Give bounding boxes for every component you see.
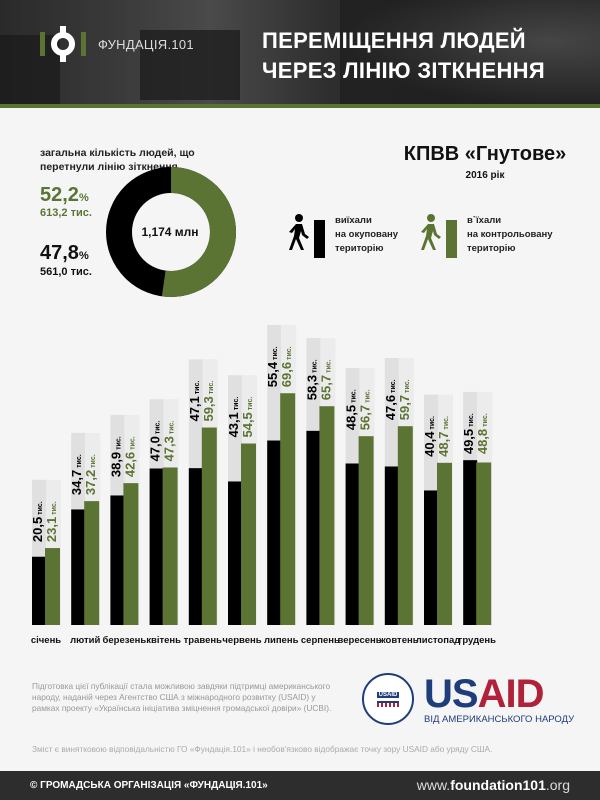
bar-green-4 (201, 427, 217, 625)
support-note: Підготовка цієї публікації стала можливо… (32, 681, 332, 713)
usaid-logo: USAID USAID ВІД АМЕРИКАНСЬКОГО НАРОДУ (362, 673, 574, 725)
bar-value-label: 69,6 тис. (279, 346, 294, 387)
monthly-bar-chart: 20,5 тис.23,1 тис. 34,7 тис.37,2 тис. 38,9… (30, 324, 493, 625)
donut-total: 1,174 млн (141, 225, 199, 239)
header-photo (0, 0, 600, 104)
checkpoint-year: 2016 рік (465, 170, 505, 181)
footer-bar: © ГРОМАДСЬКА ОРГАНІЗАЦІЯ «ФУНДАЦІЯ.101» … (0, 771, 600, 800)
bar-green-10 (437, 462, 452, 625)
bar-value-label: 65,7 тис. (318, 359, 333, 400)
bar-value-label: 48,8 тис. (475, 413, 490, 454)
bar-value-label: 43,1 тис. (226, 397, 241, 438)
bar-value-label: 59,3 тис. (201, 381, 216, 422)
bar-value-label: 23,1 тис. (44, 501, 59, 542)
month-label: вересень (337, 635, 382, 646)
bar-green-11 (476, 462, 492, 625)
month-labels: січень лютий березень квітень травень червень… (0, 635, 600, 649)
bar-black-2 (110, 495, 125, 625)
bar-black-1 (71, 509, 86, 625)
bar-value-label: 47,6 тис. (383, 379, 398, 420)
bar-green-9 (397, 426, 413, 625)
checkpoint-name: КПВВ «Гнутове» (403, 143, 567, 165)
bar-green-5 (241, 443, 256, 625)
month-label: травень (183, 635, 222, 646)
bar-value-label: 48,7 тис. (436, 416, 451, 457)
bar-value-label: 47,0 тис. (148, 421, 163, 462)
walking-person-icon (289, 214, 309, 250)
black-absolute: 561,0 тис. (40, 266, 92, 278)
month-label: березень (102, 635, 147, 646)
logo-icon (51, 26, 75, 62)
legend-black-swatch (314, 220, 325, 258)
bar-value-label: 47,1 тис. (187, 381, 202, 422)
bar-green-6 (280, 393, 296, 625)
bar-value-label: 48,5 тис. (344, 389, 359, 430)
bar-green-1 (84, 501, 100, 625)
bar-green-2 (123, 483, 139, 625)
bar-value-label: 40,4 тис. (422, 416, 437, 457)
month-label: квітень (146, 635, 181, 646)
bar-value-label: 59,7 тис. (397, 379, 412, 420)
copyright: © ГРОМАДСЬКА ОРГАНІЗАЦІЯ «ФУНДАЦІЯ.101» (30, 780, 268, 791)
donut-chart (106, 167, 236, 297)
legend-right: в`їхали на контрольовану територію (420, 214, 553, 258)
bar-value-label: 49,5 тис. (461, 413, 476, 454)
green-percent: 52,2% (40, 184, 89, 206)
website-link[interactable]: www.foundation101.org (416, 777, 570, 793)
bar-value-label: 58,3 тис. (304, 359, 319, 400)
foundation-logo: ФУНДАЦІЯ.101 (40, 26, 194, 62)
bar-value-label: 34,7 тис. (69, 454, 84, 495)
walking-person-icon (421, 214, 441, 250)
disclaimer: Зміст є винятковою відповідальністю ГО «… (32, 744, 493, 754)
month-label: липень (263, 635, 299, 646)
bar-value-label: 37,2 тис. (83, 454, 98, 495)
bar-green-7 (319, 406, 335, 625)
month-label: листопад (415, 635, 461, 646)
green-absolute: 613,2 тис. (40, 207, 92, 219)
month-label: жовтень (379, 635, 419, 646)
month-label: грудень (458, 635, 496, 646)
legend-green-swatch (446, 220, 457, 258)
bar-black-10 (424, 490, 438, 625)
bar-black-7 (306, 430, 321, 625)
header-divider (0, 104, 600, 108)
bar-green-0 (45, 548, 60, 625)
bar-black-0 (32, 556, 46, 625)
bar-black-3 (149, 468, 164, 625)
bar-black-5 (228, 481, 242, 625)
donut-green-segment (106, 167, 236, 297)
bar-green-8 (358, 436, 374, 625)
bar-green-3 (162, 467, 178, 625)
bar-value-label: 54,5 тис. (240, 397, 255, 438)
usaid-seal-icon: USAID (362, 673, 414, 725)
month-label: січень (30, 635, 62, 646)
page-title: Переміщення людей через лінію зіткнення (262, 28, 545, 83)
month-label: лютий (70, 635, 101, 646)
bar-black-6 (267, 440, 282, 625)
month-label: червень (222, 635, 262, 646)
bar-black-11 (463, 460, 478, 625)
bar-black-4 (188, 468, 203, 625)
bar-value-label: 38,9 тис. (108, 436, 123, 477)
summary-label: загальна кількість людей, що перетнули л… (40, 147, 195, 173)
month-label: серпень (300, 635, 340, 646)
bar-value-label: 55,4 тис. (265, 346, 280, 387)
bar-value-label: 56,7 тис. (358, 389, 373, 430)
bar-black-9 (384, 466, 399, 625)
bar-value-label: 20,5 тис. (30, 501, 45, 542)
logo-text: ФУНДАЦІЯ.101 (98, 36, 194, 52)
legend-left: виїхали на окуповану територію (288, 214, 398, 258)
black-percent: 47,8% (40, 242, 89, 264)
bar-black-8 (345, 463, 360, 625)
bar-value-label: 42,6 тис. (122, 436, 137, 477)
bar-value-label: 47,3 тис. (162, 421, 177, 462)
